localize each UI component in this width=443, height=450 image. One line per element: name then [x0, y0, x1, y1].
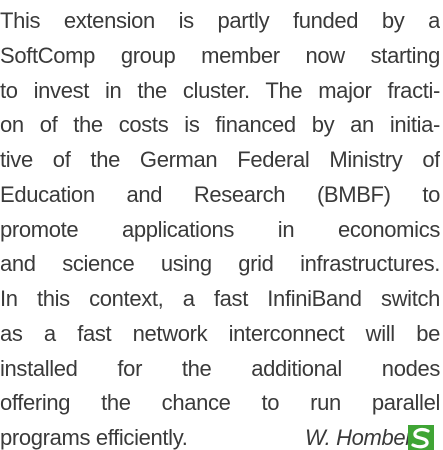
text-line: installed for the additional nodes [0, 355, 440, 381]
text-line: offering the chance to run parallel [0, 390, 440, 416]
text-line: Education and Research (BMBF) to [0, 181, 440, 207]
text-line: as a fast network interconnect will be [0, 320, 440, 346]
text-line: programs efficiently. [0, 425, 188, 450]
text-line: to invest in the cluster. The major frac… [0, 77, 440, 103]
last-line: programs efficiently. W. Homberg [0, 420, 440, 450]
text-line: tive of the German Federal Ministry of [0, 147, 440, 172]
logo [408, 425, 434, 450]
text-line: promote applications in economics [0, 216, 440, 242]
text-line: This extension is partly funded by a [0, 8, 440, 33]
text-line: In this context, a fast InfiniBand switc… [0, 286, 440, 311]
author: W. Homberg [305, 425, 425, 450]
text-line: and science using grid infrastructures. [0, 251, 440, 277]
text-line: on of the costs is financed by an initia… [0, 112, 440, 138]
text-line: SoftComp group member now starting [0, 42, 440, 68]
